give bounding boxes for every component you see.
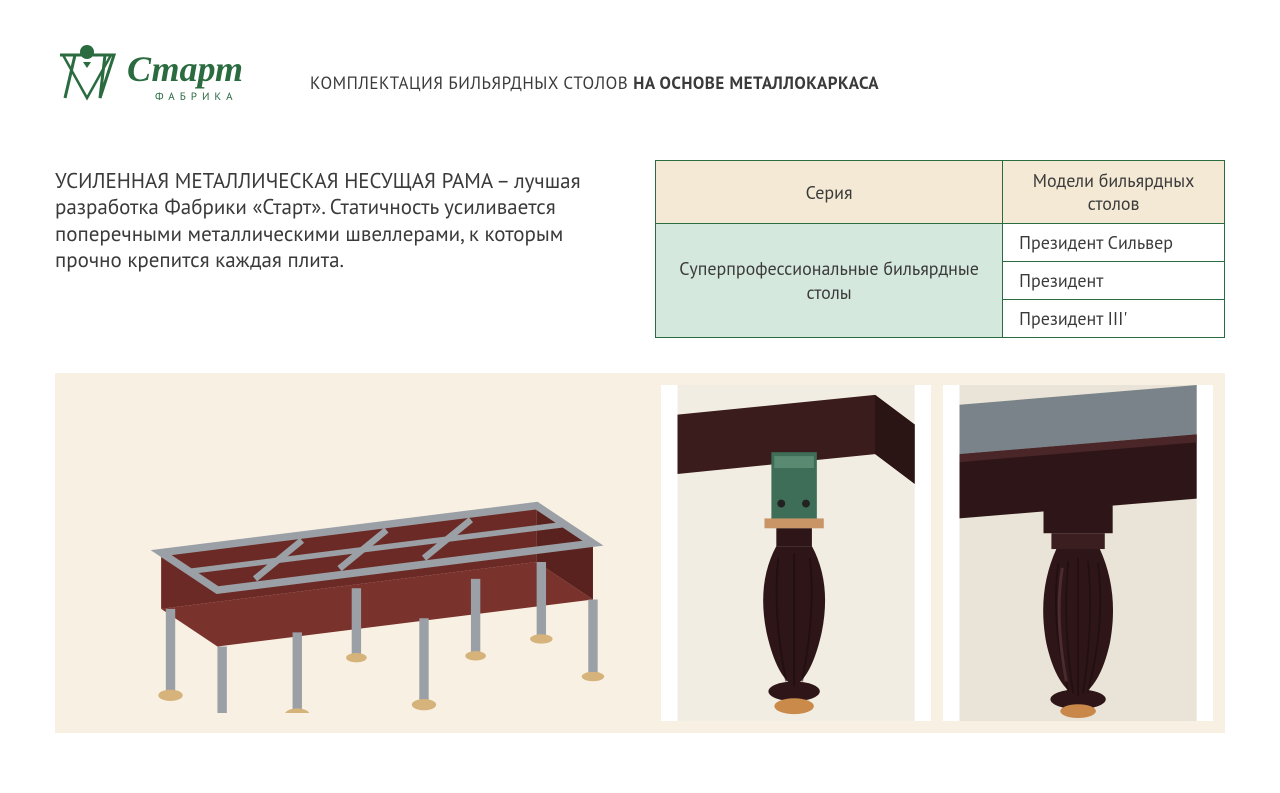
specification-table: Серия Модели бильярдных столов Суперпроф… (655, 160, 1225, 338)
title-regular: КОМПЛЕКТАЦИЯ БИЛЬЯРДНЫХ СТОЛОВ (310, 72, 633, 94)
header-series: Серия (656, 161, 1003, 224)
table-leg-finished-detail (943, 385, 1213, 721)
illustration-panel (55, 373, 1225, 733)
description-text: УСИЛЕННАЯ МЕТАЛЛИЧЕСКАЯ НЕСУЩАЯ РАМА – л… (55, 160, 625, 338)
page-header: Старт ФАБРИКА КОМПЛЕКТАЦИЯ БИЛЬЯРДНЫХ СТ… (55, 40, 1225, 115)
model-cell: Президент (1003, 262, 1225, 300)
page-title: КОМПЛЕКТАЦИЯ БИЛЬЯРДНЫХ СТОЛОВ НА ОСНОВЕ… (310, 72, 879, 94)
logo-brand-text: Старт (127, 48, 243, 90)
logo-subtitle: ФАБРИКА (155, 90, 238, 104)
metal-frame-diagram (82, 393, 635, 712)
start-logo-icon (55, 40, 120, 105)
model-cell: Президент III' (1003, 300, 1225, 338)
table-header-row: Серия Модели бильярдных столов (656, 161, 1225, 224)
leg-detail-photo-2 (943, 385, 1213, 721)
model-cell: Президент Сильвер (1003, 224, 1225, 262)
title-bold: НА ОСНОВЕ МЕТАЛЛОКАРКАСА (633, 72, 879, 94)
leg-detail-photo-1 (661, 385, 931, 721)
table-row: Суперпрофессиональные бильярдные столы П… (656, 224, 1225, 262)
table-leg-frame-detail (661, 385, 931, 721)
specification-table-container: Серия Модели бильярдных столов Суперпроф… (655, 160, 1225, 338)
series-cell: Суперпрофессиональные бильярдные столы (656, 224, 1003, 338)
brand-logo: Старт ФАБРИКА (55, 40, 265, 115)
description-emphasis: УСИЛЕННАЯ МЕТАЛЛИЧЕСКАЯ НЕСУЩАЯ РАМА (55, 167, 492, 194)
content-row: УСИЛЕННАЯ МЕТАЛЛИЧЕСКАЯ НЕСУЩАЯ РАМА – л… (55, 160, 1225, 338)
header-models: Модели бильярдных столов (1003, 161, 1225, 224)
frame-diagram-container (67, 385, 649, 721)
